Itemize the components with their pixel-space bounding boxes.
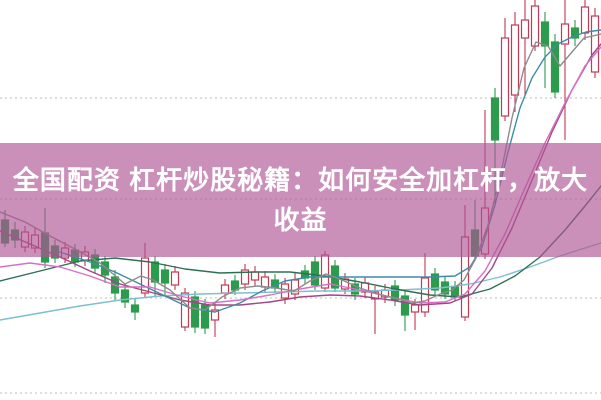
candle-body — [490, 97, 500, 141]
candle-body — [180, 292, 190, 328]
candle-body — [130, 304, 140, 313]
candle-body — [430, 273, 440, 291]
candle-body — [390, 285, 400, 301]
candle-body — [370, 291, 380, 300]
candle-body — [150, 261, 160, 283]
candle-body — [410, 304, 420, 313]
candle-body — [190, 296, 200, 328]
candle-body — [210, 309, 220, 321]
candle-body — [550, 41, 560, 93]
candle-body — [450, 286, 460, 298]
candle-body — [320, 254, 330, 289]
candle-body — [400, 295, 410, 316]
candle-body — [240, 269, 250, 285]
candle-body — [520, 19, 530, 39]
candle-body — [120, 289, 130, 303]
ma-line-soft-cyan-slow — [0, 242, 601, 321]
candle-body — [20, 231, 30, 248]
candle-body — [170, 271, 180, 286]
candle-body — [200, 304, 210, 329]
candle-body — [260, 276, 270, 288]
candle-body — [570, 27, 580, 39]
candle-body — [310, 261, 320, 286]
candle-body — [250, 271, 260, 281]
ma-line-dark-green — [0, 185, 601, 298]
candle-body — [40, 232, 50, 263]
ma-line-steel-teal — [59, 29, 601, 313]
candle-body — [590, 15, 600, 73]
candle-body — [160, 269, 170, 284]
candle-body — [560, 23, 570, 45]
ma-line-orchid-pink — [0, 46, 601, 304]
ma-line-dark-magenta — [0, 43, 601, 306]
ma-line-gray-fast — [0, 33, 601, 311]
candle-body — [580, 6, 590, 34]
candle-body — [500, 37, 510, 117]
candle-body — [220, 284, 230, 294]
candle-body — [510, 24, 520, 96]
candle-body — [540, 21, 550, 47]
candle-body — [530, 5, 540, 47]
